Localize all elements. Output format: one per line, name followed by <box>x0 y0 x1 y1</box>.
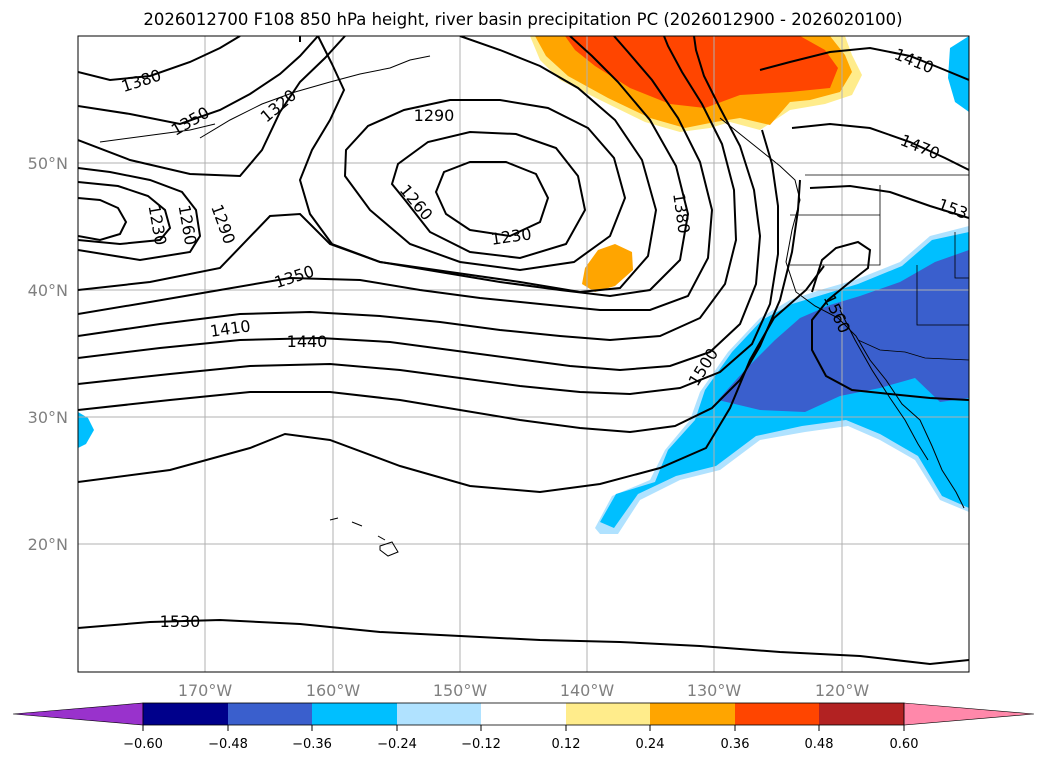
contour-1290-center <box>343 99 627 272</box>
colorbar-tick-label-3: −0.36 <box>292 737 332 752</box>
colorbar-tick-label-5: −0.12 <box>461 737 501 752</box>
colorbar-tick-label-8: 0.36 <box>721 737 750 752</box>
contour-1470-ne <box>791 122 969 171</box>
colorbar-tick-label-9: 0.48 <box>805 737 834 752</box>
lat-label-30n: 30°N <box>28 408 68 427</box>
contour-1230-center <box>434 161 550 238</box>
lon-label-130w: 130°W <box>687 681 742 700</box>
lon-label-160w: 160°W <box>306 681 361 700</box>
alaska-coast <box>199 55 431 139</box>
colorbar-bin-7 <box>650 703 735 725</box>
contour-1470-a <box>78 129 779 396</box>
contour-label-1290-center: 1290 <box>414 106 455 125</box>
contour-1500 <box>78 265 825 494</box>
contour-1350 <box>78 36 690 298</box>
contour-1380 <box>78 36 714 315</box>
colorbar-bin-3 <box>312 703 397 725</box>
contour-1470-b <box>78 179 801 434</box>
colorbar-tick-label-6: 0.12 <box>552 737 581 752</box>
lon-label-150w: 150°W <box>433 681 488 700</box>
colorbar-bin-8 <box>735 703 819 725</box>
colorbar-tick-label-2: −0.48 <box>208 737 248 752</box>
colorbar: −0.60 −0.48 −0.36 −0.24 −0.12 0.12 0.24 … <box>12 702 1035 752</box>
pos-dark-area <box>565 36 838 108</box>
contour-1440 <box>78 36 762 372</box>
lon-label-140w: 140°W <box>560 681 615 700</box>
contour-1320-nw <box>78 36 346 178</box>
colorbar-tick-label-7: 0.24 <box>636 737 665 752</box>
colorbar-bin-4 <box>397 703 481 725</box>
contour-1260-low <box>78 181 172 246</box>
graticule <box>78 36 969 672</box>
longitude-labels: 170°W 160°W 150°W 140°W 130°W 120°W <box>178 681 870 700</box>
contour-label-1530: 1530 <box>160 612 201 631</box>
aleutian-islands <box>99 123 216 143</box>
neg-edge-nw <box>948 36 969 112</box>
colorbar-bin-6 <box>566 703 650 725</box>
positive-anomaly-north <box>530 36 862 292</box>
colorbar-bin-2 <box>228 703 312 725</box>
contour-1410 <box>78 36 738 342</box>
colorbar-tick-label-4: −0.24 <box>377 737 417 752</box>
lat-label-20n: 20°N <box>28 535 68 554</box>
contour-1230-low <box>78 197 128 242</box>
colorbar-extend-min <box>12 702 144 726</box>
contour-153-ne <box>809 184 969 219</box>
contour-1410-ne <box>759 46 969 81</box>
lon-label-120w: 120°W <box>815 681 870 700</box>
colorbar-tick-label-1: −0.60 <box>123 737 163 752</box>
contour-1530 <box>78 618 969 666</box>
lat-label-50n: 50°N <box>28 154 68 173</box>
map-panel: 1380 1350 1320 1290 1260 1230 1230 1260 … <box>78 36 969 672</box>
contour-label-1440: 1440 <box>287 332 328 351</box>
contour-1380-nw <box>78 36 241 82</box>
colorbar-outline <box>142 702 905 726</box>
colorbar-bin-1 <box>143 703 228 725</box>
pos-blob-offshore <box>582 244 633 292</box>
state-borders <box>790 185 969 326</box>
figure-title: 2026012700 F108 850 hPa height, river ba… <box>143 10 902 29</box>
map-frame <box>77 35 970 673</box>
latitude-labels: 50°N 40°N 30°N 20°N <box>28 154 68 554</box>
neg-edge-sw <box>78 412 94 448</box>
colorbar-tick-label-10: 0.60 <box>890 737 919 752</box>
contour-1560 <box>811 240 969 401</box>
colorbar-bin-9 <box>819 703 904 725</box>
lat-label-40n: 40°N <box>28 281 68 300</box>
contour-1320-center <box>298 36 658 294</box>
north-america-coast <box>719 117 965 509</box>
lon-label-170w: 170°W <box>178 681 233 700</box>
contour-1290-low <box>78 167 202 262</box>
baja-coast <box>839 309 929 461</box>
colorbar-bin-5 <box>481 703 566 725</box>
coastlines <box>99 55 969 557</box>
colorbar-extend-max <box>903 702 1035 726</box>
contour-1260-center <box>390 130 587 260</box>
contour-labels: 1380 1350 1320 1290 1260 1230 1230 1260 … <box>119 44 969 631</box>
hawaii-islands <box>329 517 399 557</box>
colorbar-ticks <box>142 725 905 731</box>
contour-1350-nw <box>78 36 319 126</box>
height-contours <box>78 36 969 666</box>
us-mexico-border <box>857 339 969 361</box>
